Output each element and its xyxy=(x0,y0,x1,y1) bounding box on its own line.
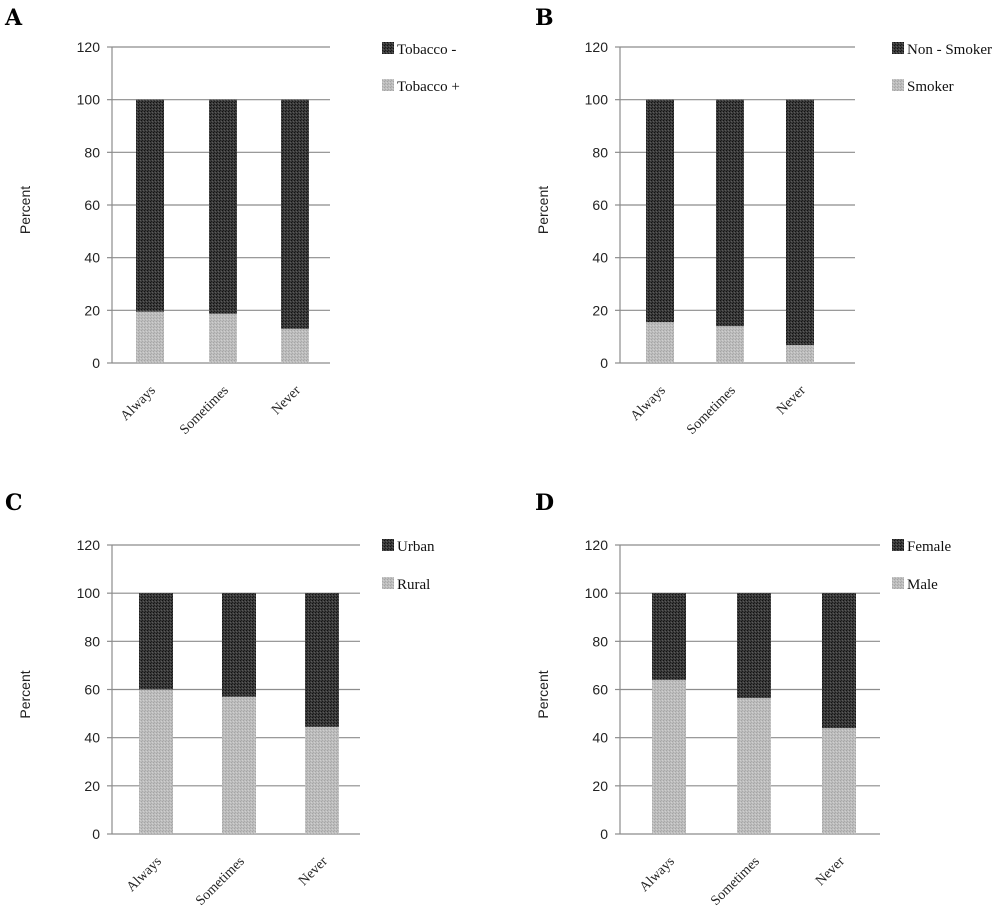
bar-male-sometimes xyxy=(737,697,771,834)
panel-letter: A xyxy=(4,5,23,31)
chart-panel-c: C 0 20 40 60 80 100 120 Percent Always Sometimes Ne… xyxy=(5,490,435,909)
y-tick-label: 100 xyxy=(77,92,101,108)
category-label-sometimes: Sometimes xyxy=(684,383,739,438)
y-tick-label: 0 xyxy=(92,826,100,842)
bar-tobacco-sometimes xyxy=(209,313,237,363)
bar-urban-sometimes xyxy=(222,593,256,697)
y-tick-label: 20 xyxy=(84,778,100,794)
y-tick-label: 60 xyxy=(84,682,100,698)
legend-label: Smoker xyxy=(907,79,954,95)
legend-swatch xyxy=(892,79,904,91)
y-tick-label: 20 xyxy=(592,302,608,318)
category-label-never: Never xyxy=(269,383,304,418)
panel-letter: C xyxy=(5,490,23,516)
legend-label: Urban xyxy=(397,539,435,555)
y-tick-label: 100 xyxy=(585,585,609,601)
bar-rural-always xyxy=(139,689,173,834)
y-tick-label: 120 xyxy=(585,537,609,553)
legend-swatch xyxy=(892,577,904,589)
bar-tobacco-never xyxy=(281,99,309,329)
y-tick-label: 0 xyxy=(600,826,608,842)
y-tick-label: 120 xyxy=(77,39,101,55)
panel-letter: B xyxy=(535,5,554,31)
y-tick-label: 120 xyxy=(585,39,609,55)
y-tick-label: 80 xyxy=(84,144,100,160)
y-tick-label: 20 xyxy=(84,302,100,318)
y-axis-label: Percent xyxy=(17,186,33,234)
bar-male-never xyxy=(822,728,856,834)
legend-swatch xyxy=(382,577,394,589)
legend-swatch xyxy=(382,79,394,91)
bar-female-sometimes xyxy=(737,593,771,698)
y-tick-label: 120 xyxy=(77,537,101,553)
bar-non-smoker-always xyxy=(646,99,674,323)
bar-rural-never xyxy=(305,726,339,834)
category-label-never: Never xyxy=(296,854,331,889)
legend-swatch xyxy=(892,539,904,551)
legend-label: Rural xyxy=(397,577,430,593)
y-tick-label: 0 xyxy=(92,355,100,371)
legend-label: Female xyxy=(907,539,951,555)
y-tick-label: 100 xyxy=(585,92,609,108)
bar-non-smoker-never xyxy=(786,99,814,346)
bar-non-smoker-sometimes xyxy=(716,99,744,327)
category-label-always: Always xyxy=(124,854,165,895)
legend-swatch xyxy=(382,539,394,551)
legend-swatch xyxy=(382,42,394,54)
bar-tobacco-always xyxy=(136,311,164,363)
bar-female-always xyxy=(652,593,686,680)
bar-female-never xyxy=(822,593,856,729)
y-tick-label: 80 xyxy=(592,144,608,160)
y-axis-label: Percent xyxy=(17,670,33,718)
bar-smoker-always xyxy=(646,322,674,363)
legend-label: Tobacco - xyxy=(397,42,456,58)
y-tick-label: 40 xyxy=(84,250,100,266)
category-label-sometimes: Sometimes xyxy=(193,854,248,909)
y-tick-label: 20 xyxy=(592,778,608,794)
y-tick-label: 0 xyxy=(600,355,608,371)
panel-letter: D xyxy=(535,490,554,516)
bar-smoker-never xyxy=(786,345,814,363)
chart-panel-a: A 0 20 40 60 80 100 120 Percent Always Sometimes Ne… xyxy=(4,5,460,438)
bar-male-always xyxy=(652,679,686,834)
y-tick-label: 60 xyxy=(84,197,100,213)
bar-urban-always xyxy=(139,593,173,690)
bar-tobacco-never xyxy=(281,328,309,363)
bar-rural-sometimes xyxy=(222,696,256,834)
category-label-sometimes: Sometimes xyxy=(708,854,763,909)
category-label-never: Never xyxy=(774,383,809,418)
chart-panel-b: B 0 20 40 60 80 100 120 Percent Always Sometimes Ne… xyxy=(535,5,992,438)
y-tick-label: 40 xyxy=(84,730,100,746)
y-tick-label: 40 xyxy=(592,730,608,746)
bar-urban-never xyxy=(305,593,339,727)
category-label-always: Always xyxy=(628,383,669,424)
y-tick-label: 80 xyxy=(84,633,100,649)
bar-tobacco-sometimes xyxy=(209,99,237,314)
bar-tobacco-always xyxy=(136,99,164,312)
legend-swatch xyxy=(892,42,904,54)
y-axis-label: Percent xyxy=(535,670,551,718)
category-label-never: Never xyxy=(813,854,848,889)
chart-panel-d: D 0 20 40 60 80 100 120 Percent Always Sometimes Ne… xyxy=(535,490,951,909)
category-label-always: Always xyxy=(637,854,678,895)
bar-smoker-sometimes xyxy=(716,326,744,363)
legend-label: Non - Smoker xyxy=(907,42,992,58)
category-label-sometimes: Sometimes xyxy=(177,383,232,438)
y-tick-label: 60 xyxy=(592,682,608,698)
y-tick-label: 80 xyxy=(592,633,608,649)
y-tick-label: 40 xyxy=(592,250,608,266)
category-label-always: Always xyxy=(118,383,159,424)
legend-label: Tobacco + xyxy=(397,79,460,95)
y-axis-label: Percent xyxy=(535,186,551,234)
legend-label: Male xyxy=(907,577,938,593)
y-tick-label: 60 xyxy=(592,197,608,213)
y-tick-label: 100 xyxy=(77,585,101,601)
